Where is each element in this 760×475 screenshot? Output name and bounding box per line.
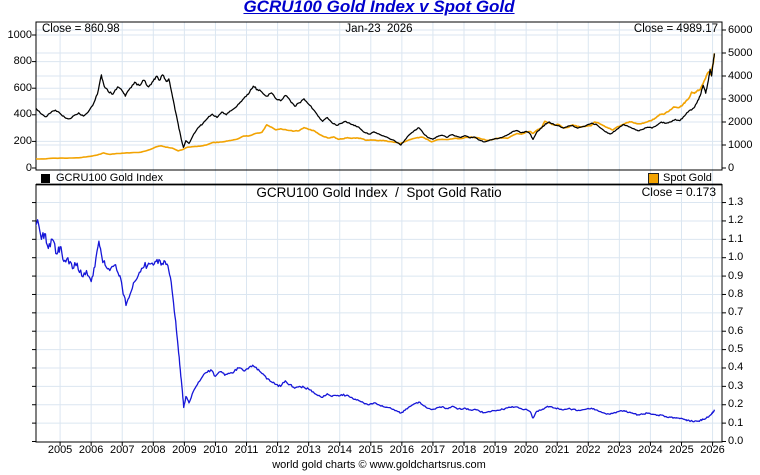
x-axis-tick-label: 2024 [638, 443, 663, 456]
x-axis-tick-label: 2020 [513, 443, 539, 456]
ratio-close-annotation: Close = 0.173 [641, 185, 716, 199]
gcru-close-annotation: Close = 860.98 [42, 23, 120, 35]
right-axis-tick-label: 1000 [728, 138, 753, 151]
spot-gold-line [36, 53, 716, 160]
x-axis-tick-label: 2023 [607, 443, 632, 456]
right-axis-tick-label: 6000 [728, 23, 753, 36]
left-axis-tick-label: 400 [13, 108, 32, 121]
gcru-legend-label: GCRU100 Gold Index [56, 172, 163, 184]
ratio-axis-tick-label: 0.2 [728, 398, 744, 411]
ratio-axis-tick-label: 0.8 [728, 287, 744, 300]
left-axis-tick-label: 800 [13, 55, 32, 68]
left-axis-tick-label: 1000 [7, 28, 32, 41]
ratio-axis-tick-label: 1.0 [728, 251, 744, 264]
left-axis-tick-label: 600 [13, 81, 32, 94]
right-axis-tick-label: 4000 [728, 69, 753, 82]
top-panel-frame [35, 21, 723, 171]
ratio-axis-tick-label: 0.7 [728, 306, 744, 319]
x-axis-tick-label: 2007 [109, 443, 135, 456]
ratio-axis-tick-label: 1.2 [728, 214, 744, 227]
right-axis-tick-label: 0 [728, 161, 735, 174]
x-axis-tick-label: 2009 [172, 443, 197, 456]
copyright-footer: world gold charts © www.goldchartsrus.co… [272, 459, 486, 471]
ratio-axis-tick-label: 1.3 [728, 196, 744, 209]
x-axis-tick-label: 2016 [389, 443, 415, 456]
x-axis-tick-label: 2017 [420, 443, 446, 456]
x-axis-tick-label: 2018 [451, 443, 477, 456]
x-axis-tick-label: 2011 [234, 443, 259, 456]
gcru-legend-swatch [41, 174, 50, 183]
ratio-axis-tick-label: 0.0 [728, 435, 744, 447]
x-axis-tick-label: 2005 [47, 443, 73, 456]
ratio-axis-tick-label: 0.3 [728, 379, 744, 392]
ratio-axis-tick-label: 0.4 [728, 361, 744, 374]
x-axis-tick-label: 2010 [203, 443, 228, 456]
spot-legend-label: Spot Gold [663, 172, 712, 184]
x-axis-tick-label: 2025 [669, 443, 694, 456]
x-axis-tick-label: 2012 [265, 443, 290, 456]
page-title: GCRU100 Gold Index v Spot Gold [243, 0, 515, 16]
right-axis-tick-label: 3000 [728, 92, 753, 105]
right-axis-tick-label: 5000 [728, 46, 753, 59]
ratio-axis-tick-label: 0.9 [728, 269, 744, 282]
x-axis-tick-label: 2019 [482, 443, 508, 456]
gcru100-index-line [36, 53, 716, 149]
ratio-axis-tick-label: 0.5 [728, 343, 744, 356]
x-axis-tick-label: 2015 [358, 443, 384, 456]
x-axis-tick-label: 2014 [327, 443, 352, 456]
ratio-axis-tick-label: 0.6 [728, 324, 744, 337]
x-axis-tick-label: 2006 [78, 443, 104, 456]
x-axis-tick-label: 2026 [700, 443, 725, 456]
right-axis-tick-label: 2000 [728, 115, 753, 128]
left-axis-tick-label: 0 [25, 161, 32, 174]
date-annotation: Jan-23 2026 [345, 23, 413, 35]
left-axis-tick-label: 200 [13, 134, 32, 147]
x-axis-tick-label: 2013 [296, 443, 321, 456]
x-axis-tick-label: 2022 [576, 443, 601, 456]
x-axis-tick-label: 2021 [544, 443, 570, 456]
spot-legend-swatch [648, 173, 659, 184]
ratio-panel-title: GCRU100 Gold Index / Spot Gold Ratio [256, 185, 502, 200]
ratio-axis-tick-label: 0.1 [728, 416, 744, 429]
ratio-line [36, 219, 716, 423]
spot-close-annotation: Close = 4989.17 [633, 23, 718, 35]
ratio-axis-tick-label: 1.1 [728, 232, 744, 245]
x-axis-tick-label: 2008 [141, 443, 166, 456]
